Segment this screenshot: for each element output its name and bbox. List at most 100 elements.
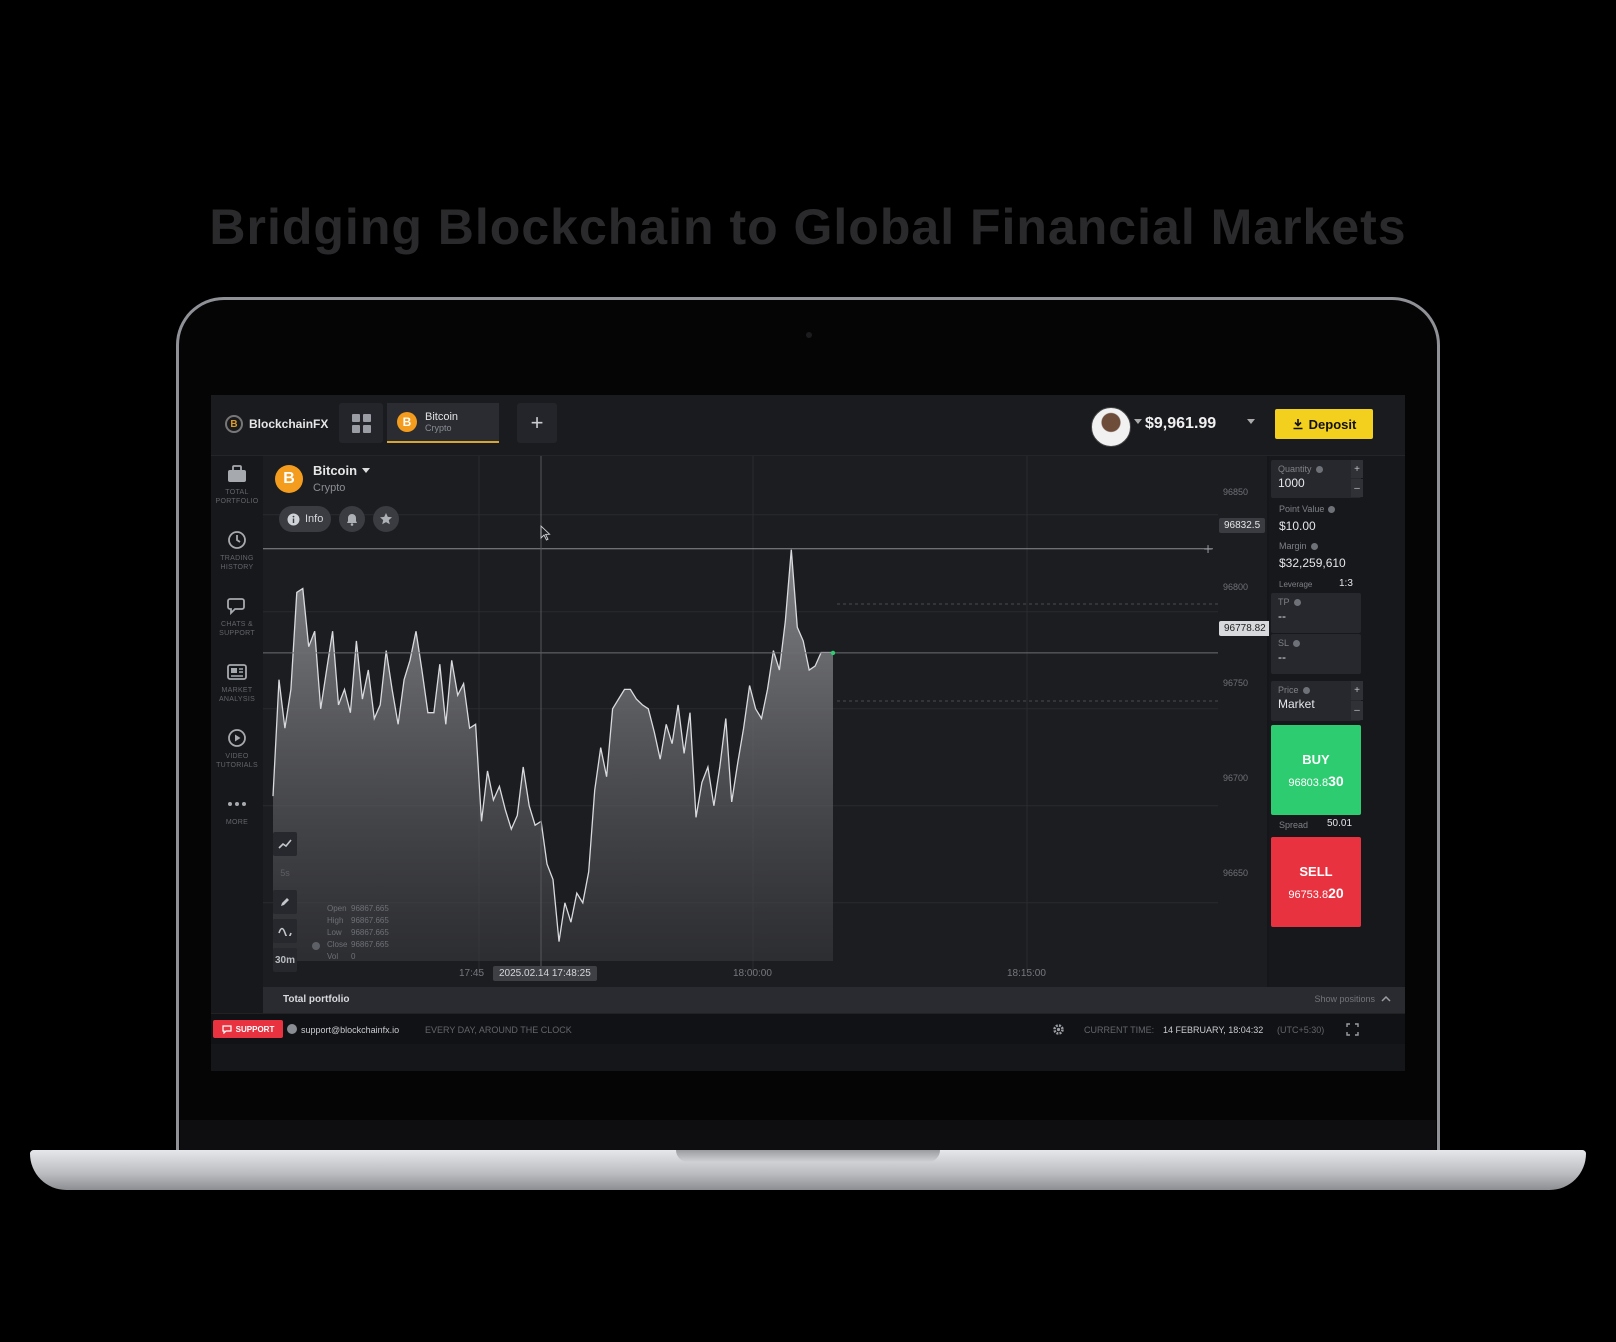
add-tab-button[interactable]: + (517, 403, 557, 443)
pencil-icon (281, 898, 289, 906)
info-icon (287, 513, 300, 525)
sidebar-label: SUPPORT (219, 630, 255, 637)
bitcoin-icon: B (275, 464, 303, 493)
info-icon (1293, 639, 1301, 647)
leverage-value[interactable]: 1:3 (1339, 578, 1353, 589)
favorite-button[interactable] (373, 506, 400, 532)
briefcase-icon (226, 464, 248, 484)
chart-line-icon (278, 839, 292, 849)
x-axis-tick: 18:00:00 (733, 968, 772, 979)
info-button[interactable]: Info (279, 506, 332, 532)
chart-actions: Info (279, 506, 400, 532)
chevron-down-icon[interactable] (1134, 419, 1142, 424)
quantity-value[interactable]: 1000 (1278, 476, 1305, 490)
brand-name: BlockchainFX (249, 417, 329, 431)
order-panel: Quantity 1000 + – Point Value $10.00 Marg… (1269, 456, 1405, 987)
take-profit-field[interactable]: TP -- (1271, 593, 1361, 633)
chart-asset-header[interactable]: B Bitcoin Crypto (275, 463, 371, 494)
tp-value[interactable]: -- (1278, 609, 1286, 623)
portfolio-bar[interactable]: Total portfolio Show positions (263, 987, 1405, 1013)
quantity-label: Quantity (1278, 464, 1312, 474)
price-value[interactable]: Market (1278, 697, 1315, 711)
top-bar: B BlockchainFX B Bitcoin Crypto + $9,961… (211, 395, 1405, 456)
tab-asset-type: Crypto (425, 423, 452, 433)
gear-icon[interactable] (1052, 1023, 1065, 1036)
chart-type-button[interactable] (273, 832, 297, 856)
y-axis-tick: 96800 (1223, 582, 1249, 592)
sell-label: SELL (1299, 864, 1333, 879)
ohlc-row: High 96867.665 (327, 916, 389, 925)
user-avatar[interactable] (1091, 407, 1131, 447)
x-axis-tick: 18:15:00 (1007, 968, 1046, 979)
current-time-value: 14 FEBRUARY, 18:04:32 (1163, 1025, 1264, 1035)
margin-label: Margin (1279, 541, 1307, 551)
newspaper-icon (226, 662, 248, 682)
stop-loss-field[interactable]: SL -- (1271, 634, 1361, 674)
sidebar-label: VIDEO (225, 753, 249, 760)
draw-tool-button[interactable] (273, 890, 297, 914)
asset-selector[interactable]: Bitcoin (313, 463, 371, 478)
support-button[interactable]: SUPPORT (213, 1020, 283, 1038)
sidebar-item-chats-support[interactable]: CHATS & SUPPORT (211, 596, 263, 638)
sell-button[interactable]: SELL 96753.820 (1271, 837, 1361, 927)
quantity-stepper[interactable]: Quantity 1000 + – (1271, 460, 1363, 498)
play-icon (226, 728, 248, 748)
fullscreen-icon[interactable] (1346, 1023, 1359, 1036)
point-value: $10.00 (1279, 519, 1316, 533)
chevron-down-icon[interactable] (1247, 419, 1255, 424)
last-price-dot (830, 650, 836, 656)
bitcoin-logo-icon: B (225, 415, 243, 433)
sidebar-label: MORE (225, 819, 249, 826)
sidebar-label: TUTORIALS (216, 762, 258, 769)
deposit-button[interactable]: Deposit (1275, 409, 1373, 439)
price-field[interactable]: Price Market + – (1271, 681, 1363, 721)
sidebar-item-market-analysis[interactable]: MARKET ANALYSIS (211, 662, 263, 704)
info-icon (1293, 598, 1301, 606)
sl-value[interactable]: -- (1278, 650, 1286, 664)
support-email[interactable]: support@blockchainfx.io (301, 1025, 400, 1035)
chat-icon (226, 596, 248, 616)
indicator-button[interactable] (273, 919, 297, 943)
portfolio-title: Total portfolio (283, 994, 350, 1005)
bell-icon (347, 513, 358, 526)
point-value-label: Point Value (1279, 504, 1325, 514)
decrement-button[interactable]: – (1351, 701, 1363, 720)
buy-price: 96803.830 (1288, 773, 1344, 789)
ohlc-row: Vol 0 (327, 952, 356, 961)
info-label: Info (305, 513, 324, 525)
tp-label: TP (1278, 597, 1290, 607)
y-axis-tick: 96650 (1223, 868, 1249, 878)
brand-logo[interactable]: B BlockchainFX (225, 415, 328, 433)
sidebar-item-video-tutorials[interactable]: VIDEO TUTORIALS (211, 728, 263, 770)
show-positions-toggle[interactable]: Show positions (1314, 994, 1391, 1004)
interval-button[interactable]: 30m (273, 948, 297, 972)
ohlc-readout: Open 96867.665 High 96867.665 Low 96867.665… (327, 903, 389, 963)
tab-bitcoin[interactable]: B Bitcoin Crypto (387, 403, 499, 443)
sidebar: TOTAL PORTFOLIO TRADING HISTORY CHATS & … (211, 456, 263, 1016)
alert-button[interactable] (339, 506, 366, 532)
asset-type: Crypto (313, 482, 346, 494)
increment-button[interactable]: + (1351, 460, 1363, 478)
sidebar-item-more[interactable]: MORE (211, 794, 263, 827)
dots-icon (226, 794, 248, 814)
sidebar-item-trading-history[interactable]: TRADING HISTORY (211, 530, 263, 572)
apps-grid-button[interactable] (339, 403, 383, 443)
decrement-button[interactable]: – (1351, 479, 1363, 497)
y-axis-tick: 96850 (1223, 487, 1249, 497)
sidebar-label: TOTAL (225, 489, 249, 496)
laptop-camera (806, 332, 812, 338)
trading-app-screen: B BlockchainFX B Bitcoin Crypto + $9,961… (211, 395, 1405, 1071)
buy-button[interactable]: BUY 96803.830 (1271, 725, 1361, 815)
headline: Bridging Blockchain to Global Financial … (209, 199, 1407, 255)
interval-small[interactable]: 5s (280, 868, 290, 878)
increment-button[interactable]: + (1351, 681, 1363, 700)
chat-icon (222, 1024, 232, 1034)
support-hours: EVERY DAY, AROUND THE CLOCK (425, 1025, 572, 1035)
sidebar-item-total-portfolio[interactable]: TOTAL PORTFOLIO (211, 464, 263, 506)
ohlc-row: Open 96867.665 (327, 904, 389, 913)
ohlc-row: Close 96867.665 (327, 940, 389, 949)
info-icon (1328, 505, 1336, 513)
account-balance[interactable]: $9,961.99 (1145, 415, 1217, 432)
footer-bar: SUPPORT support@blockchainfx.io EVERY DA… (211, 1013, 1405, 1044)
price-chart[interactable]: + (263, 456, 1267, 987)
